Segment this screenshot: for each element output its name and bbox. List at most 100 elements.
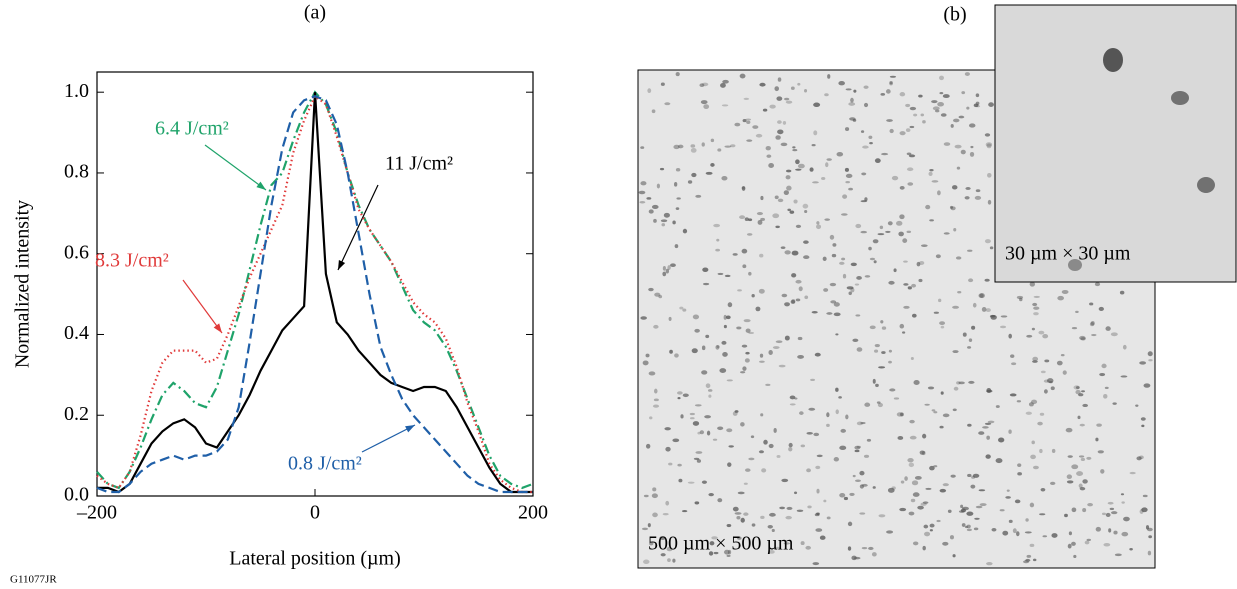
speckle — [956, 381, 961, 385]
speckle — [706, 430, 711, 436]
speckle — [875, 383, 879, 388]
speckle — [701, 345, 706, 351]
speckle — [836, 151, 844, 157]
speckle — [734, 512, 742, 515]
speckle — [958, 115, 965, 119]
speckle — [816, 454, 823, 458]
speckle — [845, 88, 852, 91]
y-tick-label: 0.0 — [64, 484, 89, 506]
speckle — [732, 506, 739, 512]
speckle — [829, 282, 837, 287]
speckle — [761, 468, 767, 473]
speckle — [755, 306, 761, 312]
speckle — [1025, 558, 1031, 562]
inset-spot — [1103, 48, 1123, 72]
speckle — [1120, 493, 1125, 496]
y-tick-label: 0.4 — [64, 322, 89, 344]
speckle — [984, 278, 990, 282]
speckle — [917, 505, 924, 510]
speckle — [975, 189, 981, 193]
speckle — [888, 349, 892, 353]
speckle — [741, 186, 745, 189]
speckle — [809, 167, 814, 172]
speckle — [1005, 496, 1011, 499]
speckle — [885, 230, 891, 234]
speckle — [1101, 512, 1107, 516]
speckle — [649, 541, 654, 546]
speckle — [829, 234, 835, 240]
speckle — [974, 517, 980, 520]
speckle — [793, 199, 798, 204]
speckle — [789, 403, 796, 406]
speckle — [1089, 321, 1095, 327]
speckle — [803, 255, 810, 260]
speckle — [910, 498, 916, 503]
speckle — [1067, 455, 1073, 458]
speckle — [1026, 334, 1033, 338]
speckle — [942, 94, 950, 99]
speckle — [854, 283, 860, 286]
speckle — [958, 381, 965, 385]
speckle — [777, 198, 784, 203]
speckle — [900, 412, 904, 417]
speckle — [781, 293, 788, 298]
speckle — [780, 246, 786, 249]
speckle — [920, 502, 927, 506]
speckle — [975, 93, 980, 98]
x-tick-label: 0 — [310, 502, 320, 524]
speckle — [765, 146, 771, 151]
speckle — [722, 352, 728, 357]
speckle — [952, 350, 959, 354]
speckle — [659, 167, 665, 171]
speckle — [717, 272, 724, 276]
speckle — [922, 545, 926, 551]
speckle — [847, 521, 853, 527]
speckle — [1080, 457, 1086, 462]
speckle — [950, 123, 954, 128]
speckle — [668, 462, 673, 466]
speckle — [640, 316, 647, 320]
speckle — [701, 370, 708, 375]
speckle — [885, 89, 891, 94]
speckle — [717, 148, 722, 152]
speckle — [696, 459, 702, 463]
speckle — [968, 380, 975, 384]
speckle — [859, 512, 866, 515]
speckle — [1042, 535, 1048, 538]
speckle — [672, 558, 676, 563]
speckle — [724, 145, 732, 148]
speckle — [653, 324, 659, 329]
speckle — [727, 462, 732, 467]
speckle — [954, 144, 962, 149]
speckle — [981, 306, 987, 312]
speckle — [1033, 295, 1040, 298]
speckle — [759, 353, 764, 358]
speckle — [1090, 320, 1095, 326]
speckle — [725, 315, 731, 320]
speckle — [1067, 543, 1072, 549]
speckle — [788, 446, 793, 452]
speckle — [715, 248, 720, 252]
speckle — [1141, 424, 1145, 428]
speckle — [1110, 332, 1118, 337]
speckle — [740, 371, 746, 374]
inset — [994, 4, 1237, 283]
speckle — [914, 475, 922, 480]
speckle — [726, 523, 732, 528]
speckle — [924, 531, 931, 537]
speckle — [664, 102, 671, 106]
speckle — [929, 168, 934, 172]
speckle — [1078, 393, 1084, 397]
speckle — [1100, 469, 1105, 474]
speckle — [952, 554, 956, 558]
speckle — [868, 246, 872, 251]
speckle — [933, 411, 938, 414]
speckle — [648, 287, 654, 292]
speckle — [659, 536, 666, 540]
speckle — [721, 175, 728, 181]
speckle — [848, 187, 853, 191]
speckle — [965, 187, 971, 190]
speckle — [848, 102, 856, 106]
speckle — [987, 420, 995, 424]
speckle — [826, 412, 830, 418]
